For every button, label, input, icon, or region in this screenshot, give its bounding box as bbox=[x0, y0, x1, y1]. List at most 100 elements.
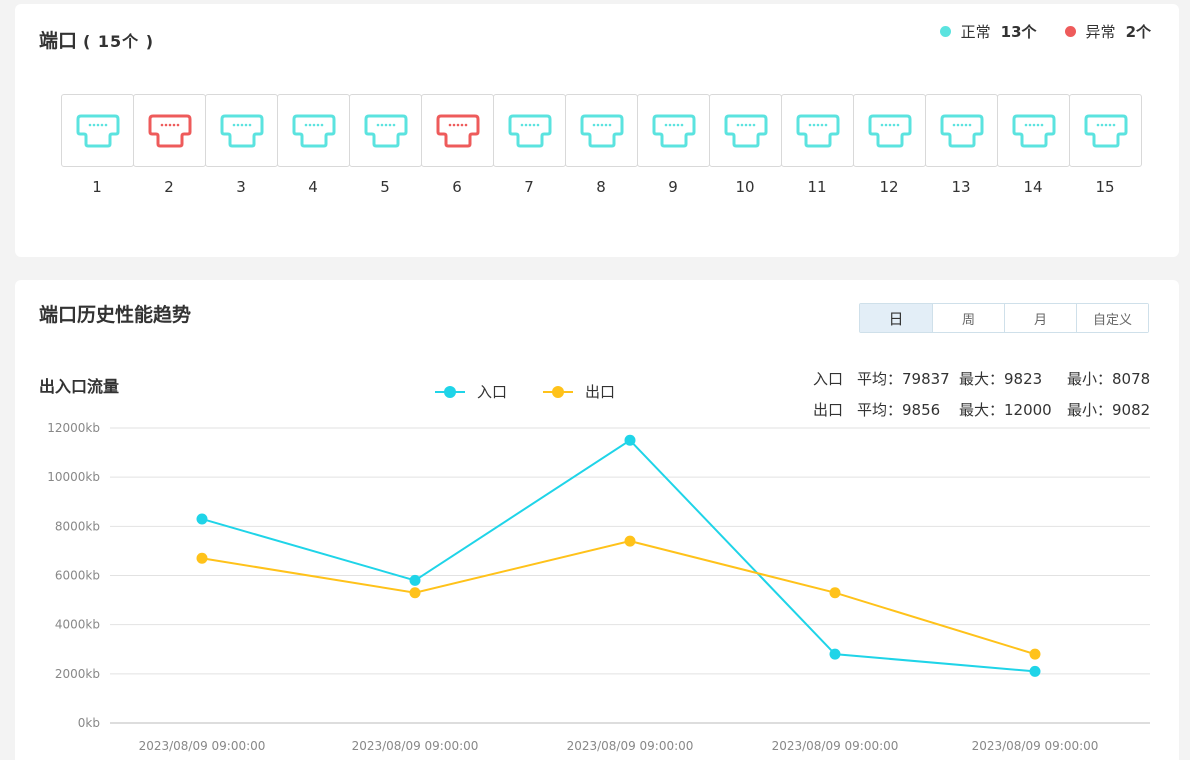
data-point bbox=[1029, 665, 1041, 677]
range-tab[interactable]: 日 bbox=[860, 304, 932, 332]
x-tick-label: 2023/08/09 09:00:00 bbox=[139, 739, 266, 753]
x-tick-label: 2023/08/09 09:00:00 bbox=[567, 739, 694, 753]
port-item[interactable]: 5 bbox=[349, 94, 422, 196]
legend-normal-count: 13个 bbox=[1000, 23, 1037, 41]
y-tick-label: 12000kb bbox=[47, 421, 100, 435]
legend-abnormal: 异常 2个 bbox=[1064, 21, 1151, 42]
port-item[interactable]: 1 bbox=[61, 94, 134, 196]
port-label: 7 bbox=[524, 178, 534, 196]
y-tick-label: 8000kb bbox=[55, 519, 100, 533]
port-item[interactable]: 10 bbox=[709, 94, 782, 196]
port-box[interactable] bbox=[421, 94, 494, 167]
port-box[interactable] bbox=[1069, 94, 1142, 167]
ethernet-port-icon bbox=[290, 113, 338, 149]
port-box[interactable] bbox=[493, 94, 566, 167]
legend-abnormal-label: 异常 bbox=[1085, 23, 1116, 41]
port-label: 10 bbox=[735, 178, 755, 196]
port-item[interactable]: 13 bbox=[925, 94, 998, 196]
chart-legend-item[interactable]: 入口 bbox=[435, 381, 507, 402]
port-label: 3 bbox=[236, 178, 246, 196]
stat-min: 最小：8078 bbox=[1067, 370, 1151, 388]
ethernet-port-icon bbox=[506, 113, 554, 149]
port-label: 9 bbox=[668, 178, 678, 196]
port-label: 14 bbox=[1023, 178, 1043, 196]
port-item[interactable]: 15 bbox=[1069, 94, 1142, 196]
port-item[interactable]: 4 bbox=[277, 94, 350, 196]
port-box[interactable] bbox=[565, 94, 638, 167]
legend-normal: 正常 13个 bbox=[939, 21, 1037, 42]
port-label: 8 bbox=[596, 178, 606, 196]
port-box[interactable] bbox=[205, 94, 278, 167]
port-item[interactable]: 12 bbox=[853, 94, 926, 196]
stat-min: 最小：9082 bbox=[1067, 401, 1151, 419]
range-tab[interactable]: 周 bbox=[932, 304, 1004, 332]
port-label: 11 bbox=[807, 178, 827, 196]
port-label: 13 bbox=[951, 178, 971, 196]
traffic-stats: 入口 平均：79837 最大：9823 最小：8078 出口 平均：9856 最大：1200… bbox=[813, 363, 1150, 425]
port-box[interactable] bbox=[781, 94, 854, 167]
port-box[interactable] bbox=[709, 94, 782, 167]
port-label: 6 bbox=[452, 178, 462, 196]
port-label: 1 bbox=[92, 178, 102, 196]
ethernet-port-icon bbox=[650, 113, 698, 149]
legend-normal-label: 正常 bbox=[960, 23, 991, 41]
stat-name: 出口 bbox=[813, 401, 844, 419]
port-label: 4 bbox=[308, 178, 318, 196]
y-tick-label: 0kb bbox=[78, 716, 100, 730]
port-item[interactable]: 7 bbox=[493, 94, 566, 196]
ethernet-port-icon bbox=[722, 113, 770, 149]
traffic-line-chart: 0kb 2000kb 4000kb 6000kb 8000kb 10000kb 12000k… bbox=[47, 421, 1150, 753]
port-box[interactable] bbox=[349, 94, 422, 167]
range-tab[interactable]: 自定义 bbox=[1076, 304, 1148, 332]
port-count: ( 15个 ) bbox=[83, 32, 155, 51]
port-panel-title-text: 端口 bbox=[39, 30, 78, 52]
port-item[interactable]: 14 bbox=[997, 94, 1070, 196]
port-box[interactable] bbox=[853, 94, 926, 167]
data-point bbox=[1029, 648, 1041, 660]
ethernet-port-icon bbox=[866, 113, 914, 149]
port-box[interactable] bbox=[637, 94, 710, 167]
ethernet-port-error-icon bbox=[146, 113, 194, 149]
series-line bbox=[201, 439, 1036, 673]
port-box[interactable] bbox=[925, 94, 998, 167]
port-box[interactable] bbox=[133, 94, 206, 167]
port-box[interactable] bbox=[277, 94, 350, 167]
port-box[interactable] bbox=[997, 94, 1070, 167]
port-list: 1 2 3 4 5 6 7 8 9 10 11 12 13 14 15 bbox=[61, 94, 1142, 196]
data-point bbox=[624, 535, 636, 547]
port-item[interactable]: 8 bbox=[565, 94, 638, 196]
data-point bbox=[409, 574, 421, 586]
data-point bbox=[829, 648, 841, 660]
ethernet-port-icon bbox=[1082, 113, 1130, 149]
port-item[interactable]: 3 bbox=[205, 94, 278, 196]
data-point bbox=[829, 587, 841, 599]
port-item[interactable]: 6 bbox=[421, 94, 494, 196]
performance-trend-card: 端口历史性能趋势 日周月自定义 出入口流量 入口 出口 入口 平均：79837 最大：… bbox=[15, 280, 1179, 760]
stat-avg: 平均：9856 bbox=[857, 401, 941, 419]
ethernet-port-icon bbox=[74, 113, 122, 149]
time-range-tabs: 日周月自定义 bbox=[859, 303, 1149, 333]
legend-abnormal-count: 2个 bbox=[1125, 23, 1151, 41]
x-tick-label: 2023/08/09 09:00:00 bbox=[972, 739, 1099, 753]
port-panel-title: 端口 ( 15个 ) bbox=[39, 26, 154, 53]
port-label: 2 bbox=[164, 178, 174, 196]
port-label: 15 bbox=[1095, 178, 1115, 196]
port-item[interactable]: 9 bbox=[637, 94, 710, 196]
port-label: 5 bbox=[380, 178, 390, 196]
x-tick-label: 2023/08/09 09:00:00 bbox=[352, 739, 479, 753]
series-line bbox=[201, 540, 1036, 656]
ethernet-port-icon bbox=[218, 113, 266, 149]
chart-legend-item[interactable]: 出口 bbox=[543, 381, 615, 402]
stat-row: 入口 平均：79837 最大：9823 最小：8078 bbox=[813, 363, 1150, 394]
port-box[interactable] bbox=[61, 94, 134, 167]
chart-legend-label: 入口 bbox=[477, 383, 508, 401]
trend-panel-title: 端口历史性能趋势 bbox=[39, 304, 192, 326]
port-item[interactable]: 2 bbox=[133, 94, 206, 196]
range-tab[interactable]: 月 bbox=[1004, 304, 1076, 332]
port-item[interactable]: 11 bbox=[781, 94, 854, 196]
legend-line-marker-icon bbox=[543, 385, 574, 398]
x-tick-label: 2023/08/09 09:00:00 bbox=[772, 739, 899, 753]
stat-avg: 平均：79837 bbox=[857, 370, 950, 388]
legend-line-marker-icon bbox=[435, 385, 465, 398]
stat-row: 出口 平均：9856 最大：12000 最小：9082 bbox=[813, 394, 1150, 425]
